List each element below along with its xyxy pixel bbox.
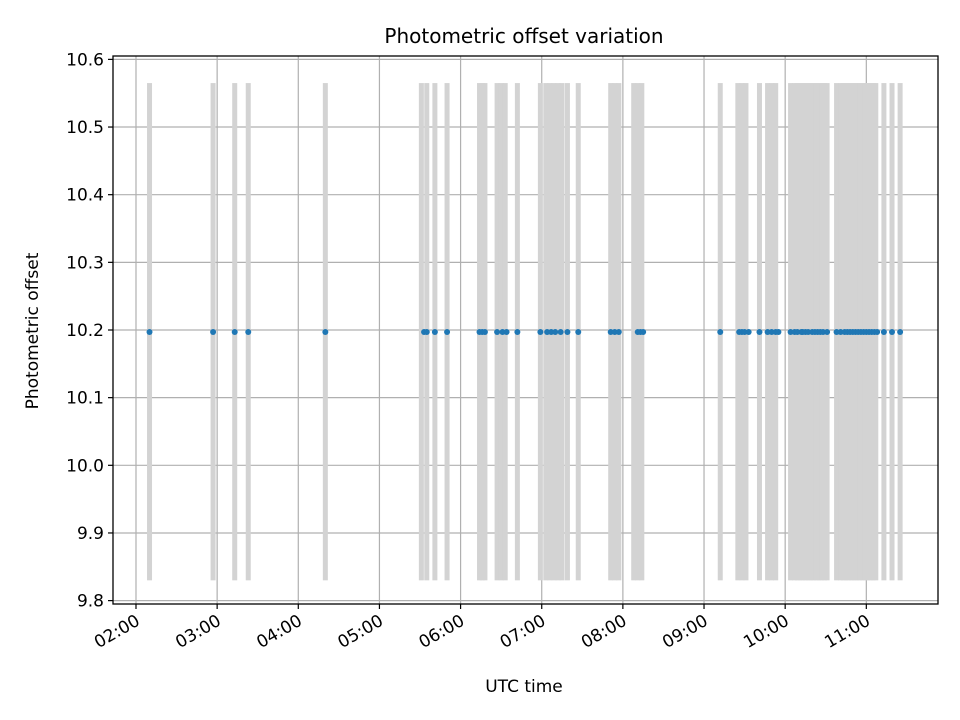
data-point — [889, 329, 896, 336]
band — [631, 83, 637, 581]
data-point — [494, 329, 501, 336]
data-point — [322, 329, 329, 336]
y-tick-label: 9.8 — [77, 592, 104, 612]
chart-title: Photometric offset variation — [384, 24, 663, 48]
data-point — [874, 329, 881, 336]
x-axis-label: UTC time — [485, 677, 563, 697]
data-point — [537, 329, 544, 336]
y-tick-label: 10.4 — [66, 186, 104, 206]
x-tick-label: 06:00 — [416, 611, 468, 653]
x-tick-label: 04:00 — [253, 611, 305, 653]
data-point — [146, 329, 153, 336]
y-tick-label: 9.9 — [77, 524, 104, 544]
y-tick-label: 10.1 — [66, 389, 104, 409]
y-tick-label: 10.5 — [66, 118, 104, 138]
data-point — [245, 329, 252, 336]
y-tick-label: 10.0 — [66, 456, 104, 476]
data-point — [231, 329, 238, 336]
data-point — [423, 329, 430, 336]
x-tick-label: 10:00 — [740, 611, 792, 653]
data-point — [824, 329, 831, 336]
y-axis: 9.8 9.9 10.0 10.1 10.2 10.3 10.4 10.5 10.6 — [66, 50, 113, 612]
y-tick-label: 10.3 — [66, 253, 104, 273]
x-tick-label: 03:00 — [172, 611, 224, 653]
data-point — [640, 329, 647, 336]
data-point — [431, 329, 438, 336]
data-point — [444, 329, 451, 336]
y-tick-label: 10.6 — [66, 50, 104, 70]
x-axis: 02:00 03:00 04:00 05:00 06:00 07:00 08:00 09:00… — [91, 604, 874, 653]
data-point — [717, 329, 724, 336]
x-tick-label: 08:00 — [578, 611, 630, 653]
data-point — [503, 329, 510, 336]
data-point — [615, 329, 622, 336]
y-axis-label: Photometric offset — [23, 252, 43, 409]
data-point — [557, 329, 564, 336]
data-point — [564, 329, 571, 336]
data-point — [880, 329, 887, 336]
data-point — [775, 329, 782, 336]
data-point — [552, 329, 559, 336]
data-point — [575, 329, 582, 336]
data-point — [745, 329, 752, 336]
points — [146, 329, 904, 336]
x-tick-label: 02:00 — [91, 611, 143, 653]
data-point — [756, 329, 763, 336]
x-tick-label: 07:00 — [497, 611, 549, 653]
y-tick-label: 10.2 — [66, 321, 104, 341]
x-tick-label: 09:00 — [659, 611, 711, 653]
data-point — [481, 329, 488, 336]
data-point — [897, 329, 904, 336]
x-tick-label: 05:00 — [334, 611, 386, 653]
data-point — [210, 329, 217, 336]
x-tick-label: 11:00 — [821, 611, 873, 653]
data-point — [514, 329, 521, 336]
